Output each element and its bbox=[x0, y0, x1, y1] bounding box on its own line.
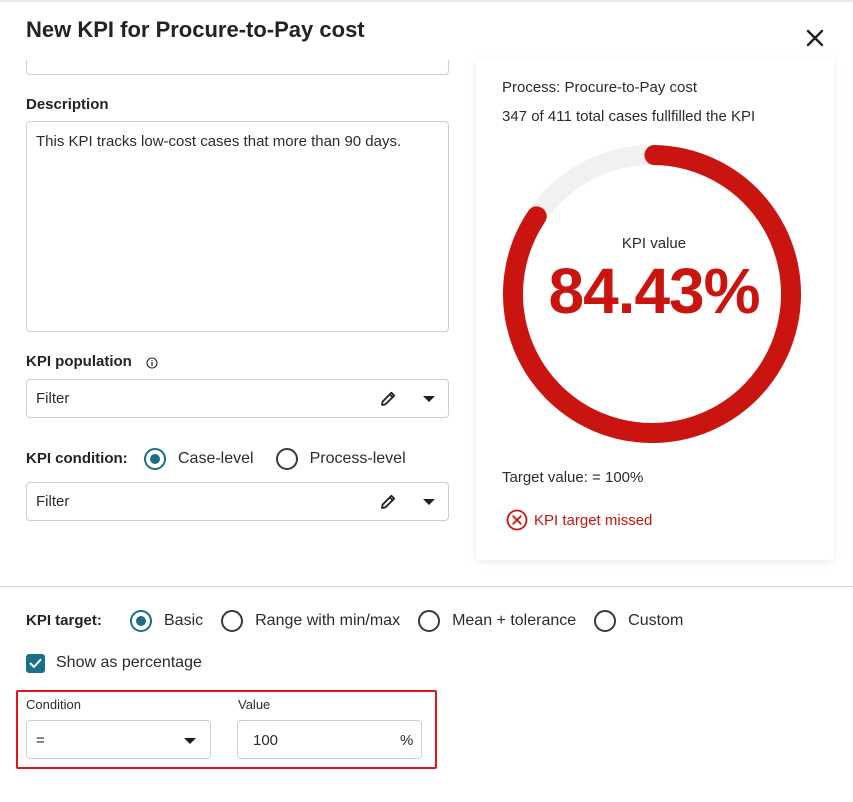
radio-case-level[interactable]: Case-level bbox=[144, 448, 254, 470]
percent-unit: % bbox=[400, 732, 414, 749]
kpi-status-text: KPI target missed bbox=[534, 511, 653, 529]
gauge-progress-arc bbox=[503, 145, 801, 443]
show-percentage-checkbox[interactable] bbox=[26, 654, 45, 673]
error-circle-icon bbox=[506, 509, 528, 531]
info-icon[interactable] bbox=[146, 357, 158, 369]
gauge-value: 84.43% bbox=[548, 255, 760, 327]
pencil-icon[interactable] bbox=[378, 492, 398, 512]
target-condition-highlight bbox=[16, 690, 437, 769]
target-value-line: Target value: = 100% bbox=[502, 469, 644, 486]
preview-process-line: Process: Procure-to-Pay cost bbox=[502, 79, 698, 96]
radio-mean-indicator bbox=[418, 610, 441, 632]
radio-case-level-indicator bbox=[144, 448, 166, 470]
chevron-down-icon[interactable] bbox=[184, 738, 196, 744]
kpi-condition-filter-value: Filter bbox=[36, 493, 70, 510]
kpi-condition-label: KPI condition: bbox=[26, 450, 128, 467]
chevron-down-icon[interactable] bbox=[423, 396, 435, 402]
close-icon bbox=[806, 29, 824, 47]
dialog-title: New KPI for Procure-to-Pay cost bbox=[26, 17, 365, 42]
radio-custom-indicator bbox=[594, 610, 617, 632]
gauge-label: KPI value bbox=[621, 235, 687, 252]
kpi-condition-select[interactable]: Filter bbox=[26, 482, 449, 521]
kpi-population-filter-value: Filter bbox=[36, 390, 70, 407]
condition-select-value: = bbox=[36, 732, 45, 749]
radio-custom[interactable]: Custom bbox=[594, 610, 683, 632]
chevron-down-icon[interactable] bbox=[423, 499, 435, 505]
description-textarea[interactable]: This KPI tracks low-cost cases that more… bbox=[26, 121, 449, 332]
kpi-target-label: KPI target: bbox=[26, 612, 102, 629]
kpi-gauge bbox=[503, 145, 801, 443]
radio-process-level-label: Process-level bbox=[309, 450, 406, 467]
preview-cases-line: 347 of 411 total cases fullfilled the KP… bbox=[502, 108, 756, 125]
radio-range-label: Range with min/max bbox=[255, 612, 401, 629]
radio-custom-label: Custom bbox=[628, 612, 684, 629]
checkmark-icon bbox=[29, 658, 42, 668]
kpi-condition-radio-group: Case-level Process-level bbox=[144, 448, 406, 470]
condition-select[interactable]: = bbox=[26, 720, 211, 759]
value-label: Value bbox=[238, 697, 271, 712]
radio-range-indicator bbox=[221, 610, 244, 632]
value-input-text: 100 bbox=[253, 732, 279, 749]
radio-case-level-label: Case-level bbox=[178, 450, 254, 467]
radio-range-min-max[interactable]: Range with min/max bbox=[221, 610, 400, 632]
name-input[interactable] bbox=[26, 60, 449, 75]
kpi-target-radio-group: Basic Range with min/max Mean + toleranc… bbox=[130, 610, 683, 632]
radio-process-level-indicator bbox=[275, 448, 298, 470]
kpi-preview-card: ● ● ● ● ● ● ● Process: Procure-to-Pay co… bbox=[476, 58, 834, 560]
preview-cutoff-heading: ● ● ● ● ● ● ● bbox=[502, 58, 616, 63]
value-input[interactable]: 100 % bbox=[237, 720, 422, 759]
kpi-population-select[interactable]: Filter bbox=[26, 379, 449, 418]
show-percentage-label: Show as percentage bbox=[56, 654, 202, 671]
radio-mean-tolerance[interactable]: Mean + tolerance bbox=[418, 610, 576, 632]
radio-basic-indicator bbox=[130, 610, 152, 632]
kpi-status: KPI target missed bbox=[506, 509, 652, 531]
section-divider bbox=[0, 586, 853, 587]
radio-basic-label: Basic bbox=[164, 612, 204, 629]
kpi-population-label: KPI population bbox=[26, 353, 132, 370]
condition-label: Condition bbox=[26, 697, 81, 712]
description-label: Description bbox=[26, 96, 109, 113]
radio-basic[interactable]: Basic bbox=[130, 610, 203, 632]
dialog-top-border bbox=[0, 0, 853, 2]
pencil-icon[interactable] bbox=[378, 389, 398, 409]
close-button[interactable] bbox=[800, 24, 830, 52]
radio-mean-label: Mean + tolerance bbox=[452, 612, 577, 629]
radio-process-level[interactable]: Process-level bbox=[275, 448, 406, 470]
